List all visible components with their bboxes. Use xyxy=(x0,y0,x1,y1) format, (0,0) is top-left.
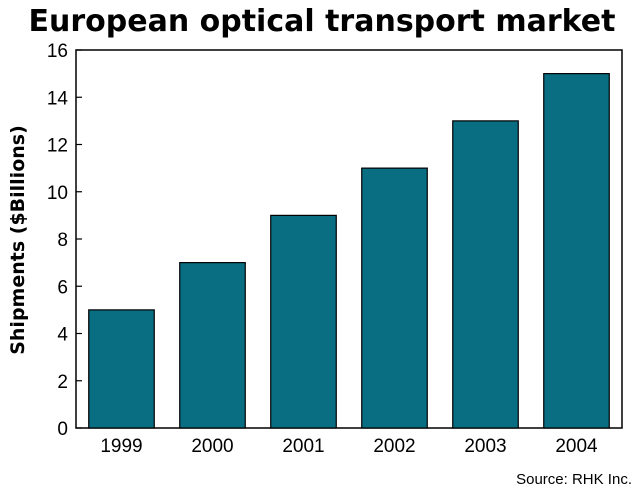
y-tick-label: 4 xyxy=(57,325,68,346)
bars xyxy=(88,73,610,429)
x-tick-label: 2000 xyxy=(191,436,233,457)
y-axis-label: Shipments ($Billions) xyxy=(7,125,29,355)
bar-2002 xyxy=(361,167,428,429)
bar-2000 xyxy=(179,262,246,429)
x-tick-label: 2001 xyxy=(282,436,324,457)
bar-2004 xyxy=(543,73,610,429)
x-axis: 1999 2000 2001 2002 2003 2004 xyxy=(100,436,598,457)
x-tick-label: 2003 xyxy=(464,436,506,457)
x-tick-label: 2002 xyxy=(373,436,415,457)
y-tick-label: 2 xyxy=(57,372,68,393)
x-tick-label: 1999 xyxy=(100,436,142,457)
y-tick-label: 10 xyxy=(47,183,68,204)
x-tick-label: 2004 xyxy=(555,436,598,457)
y-tick-label: 8 xyxy=(57,230,68,251)
y-tick-label: 16 xyxy=(47,41,68,62)
y-axis: 0 2 4 6 8 10 12 14 16 xyxy=(47,41,82,440)
plot-frame xyxy=(75,49,623,429)
bar-1999 xyxy=(88,309,155,429)
y-tick-label: 6 xyxy=(57,277,68,298)
y-tick-label: 12 xyxy=(47,136,68,157)
bar-2003 xyxy=(452,120,519,429)
chart-title: European optical transport market xyxy=(29,4,616,39)
y-tick-label: 0 xyxy=(57,419,68,440)
bar-2001 xyxy=(270,214,337,429)
y-tick-label: 14 xyxy=(47,88,69,109)
source-note: Source: RHK Inc. xyxy=(516,471,632,488)
